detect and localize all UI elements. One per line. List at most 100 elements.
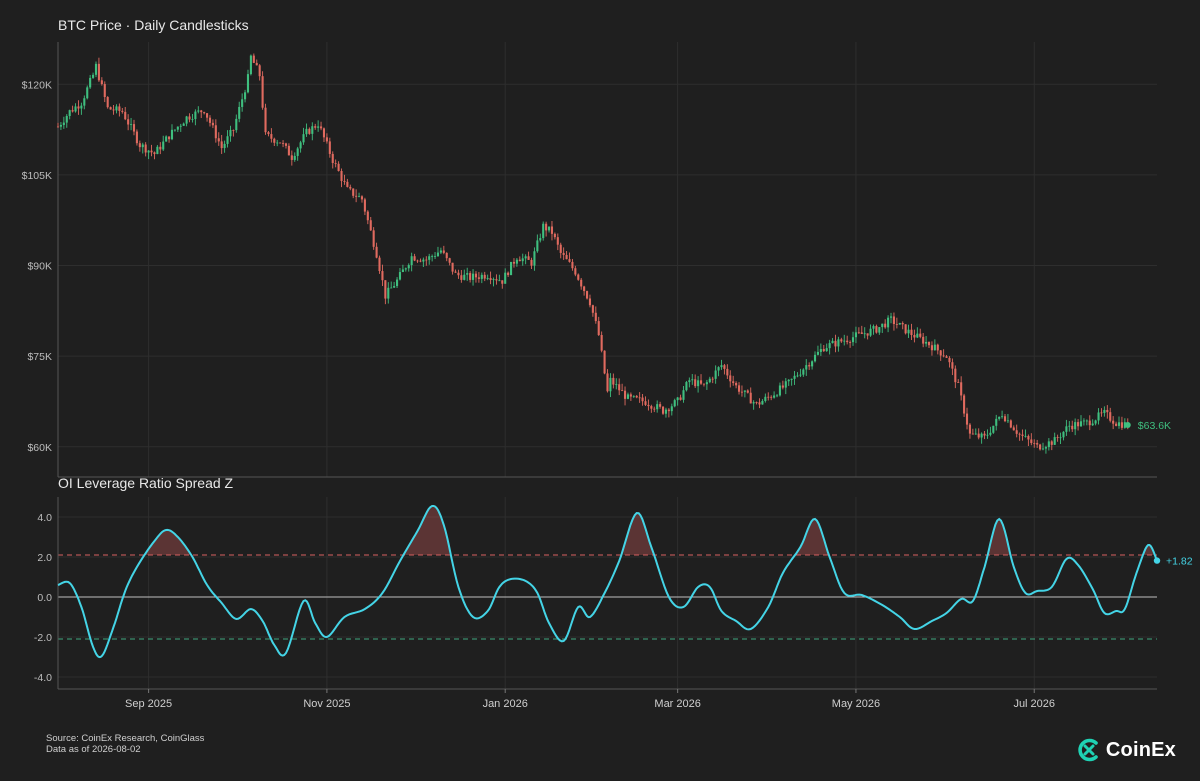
candle-body <box>863 333 866 335</box>
candle-body <box>960 382 963 396</box>
candle-body <box>1074 422 1077 430</box>
candle-body <box>1021 434 1024 436</box>
candle-body <box>825 348 828 352</box>
candle-body <box>732 381 735 383</box>
candle-body <box>217 138 220 142</box>
candle-body <box>790 378 793 380</box>
candle-body <box>86 87 89 99</box>
candle-body <box>483 274 486 279</box>
candle-body <box>518 259 521 262</box>
candle-body <box>626 394 630 399</box>
candle-body <box>305 128 308 135</box>
candle-body <box>1050 441 1053 445</box>
candle-body <box>1056 437 1059 438</box>
candle-body <box>460 275 463 280</box>
candle-body <box>851 337 855 343</box>
candle-body <box>194 111 197 120</box>
candle-body <box>258 65 261 77</box>
x-tick-label: Nov 2025 <box>303 698 350 710</box>
candle-body <box>644 401 647 405</box>
candle-body <box>410 256 413 266</box>
price-y-tick-label: $90K <box>27 261 52 273</box>
candle-body <box>512 261 516 264</box>
candle-body <box>831 340 834 344</box>
candle-body <box>308 128 311 134</box>
candle-body <box>717 367 720 371</box>
candle-body <box>340 170 343 181</box>
candle-body <box>156 146 159 155</box>
candle-body <box>740 391 744 393</box>
candle-body <box>714 370 717 379</box>
candle-body <box>963 395 966 414</box>
candle-body <box>892 316 895 325</box>
candle-body <box>647 404 650 407</box>
candle-body <box>68 110 71 117</box>
candle-body <box>480 274 483 279</box>
candle-body <box>124 111 127 120</box>
candle-body <box>159 146 162 150</box>
candle-body <box>778 385 782 396</box>
candle-body <box>343 180 346 182</box>
candle-body <box>1041 448 1045 450</box>
candle-body <box>688 380 691 383</box>
candle-body <box>1015 430 1018 434</box>
candle-body <box>752 402 755 404</box>
candle-body <box>322 128 326 138</box>
candle-body <box>509 261 513 276</box>
candle-body <box>206 113 209 118</box>
candle-body <box>954 368 957 383</box>
candle-body <box>992 425 995 433</box>
candle-body <box>238 106 241 119</box>
candle-body <box>916 333 919 338</box>
candle-body <box>699 380 703 384</box>
candle-body <box>968 424 971 434</box>
candle-body <box>284 143 288 146</box>
candle-body <box>244 92 247 100</box>
candle-body <box>255 62 258 66</box>
oi-spread-line <box>57 505 1158 659</box>
candle-body <box>603 350 606 374</box>
candle-body <box>623 390 627 399</box>
candle-body <box>1068 425 1071 427</box>
candle-body <box>276 142 279 144</box>
candle-body <box>1059 437 1062 439</box>
candle-body <box>679 397 682 400</box>
candle-body <box>1009 420 1012 428</box>
candle-body <box>1053 437 1056 445</box>
candle-body <box>141 144 144 148</box>
last-price-dot <box>1124 422 1131 429</box>
candle-body <box>849 342 852 343</box>
candle-body <box>1106 409 1109 413</box>
candle-body <box>445 252 448 259</box>
candle-body <box>211 122 214 126</box>
candle-body <box>547 226 551 231</box>
oi-spread-panel: -4.0 -2.0 0.0 2.0 4.0 +1.82 Sep 2025 Nov 2025 Ja… <box>34 497 1193 710</box>
candle-body <box>951 362 954 369</box>
candle-body <box>840 339 843 342</box>
candle-body <box>965 413 969 425</box>
candle-body <box>1103 409 1106 413</box>
candle-body <box>694 379 697 387</box>
candle-body <box>565 254 568 260</box>
candle-body <box>980 433 983 438</box>
candle-body <box>708 378 711 383</box>
candle-body <box>501 280 504 284</box>
candle-body <box>656 404 659 410</box>
candle-body <box>138 143 141 148</box>
candle-body <box>735 382 738 386</box>
candle-body <box>670 406 673 412</box>
candle-body <box>562 252 565 255</box>
candle-body <box>287 145 290 156</box>
candle-body <box>378 257 381 272</box>
candle-body <box>726 368 729 376</box>
candle-body <box>983 433 986 436</box>
last-price-label: $63.6K <box>1138 420 1171 432</box>
candle-body <box>898 323 901 325</box>
candle-body <box>293 155 296 160</box>
candle-body <box>1115 423 1118 426</box>
candle-body <box>270 134 273 139</box>
candle-body <box>536 240 539 252</box>
candle-body <box>471 273 475 280</box>
candle-body <box>290 155 293 160</box>
candle-body <box>857 332 860 334</box>
